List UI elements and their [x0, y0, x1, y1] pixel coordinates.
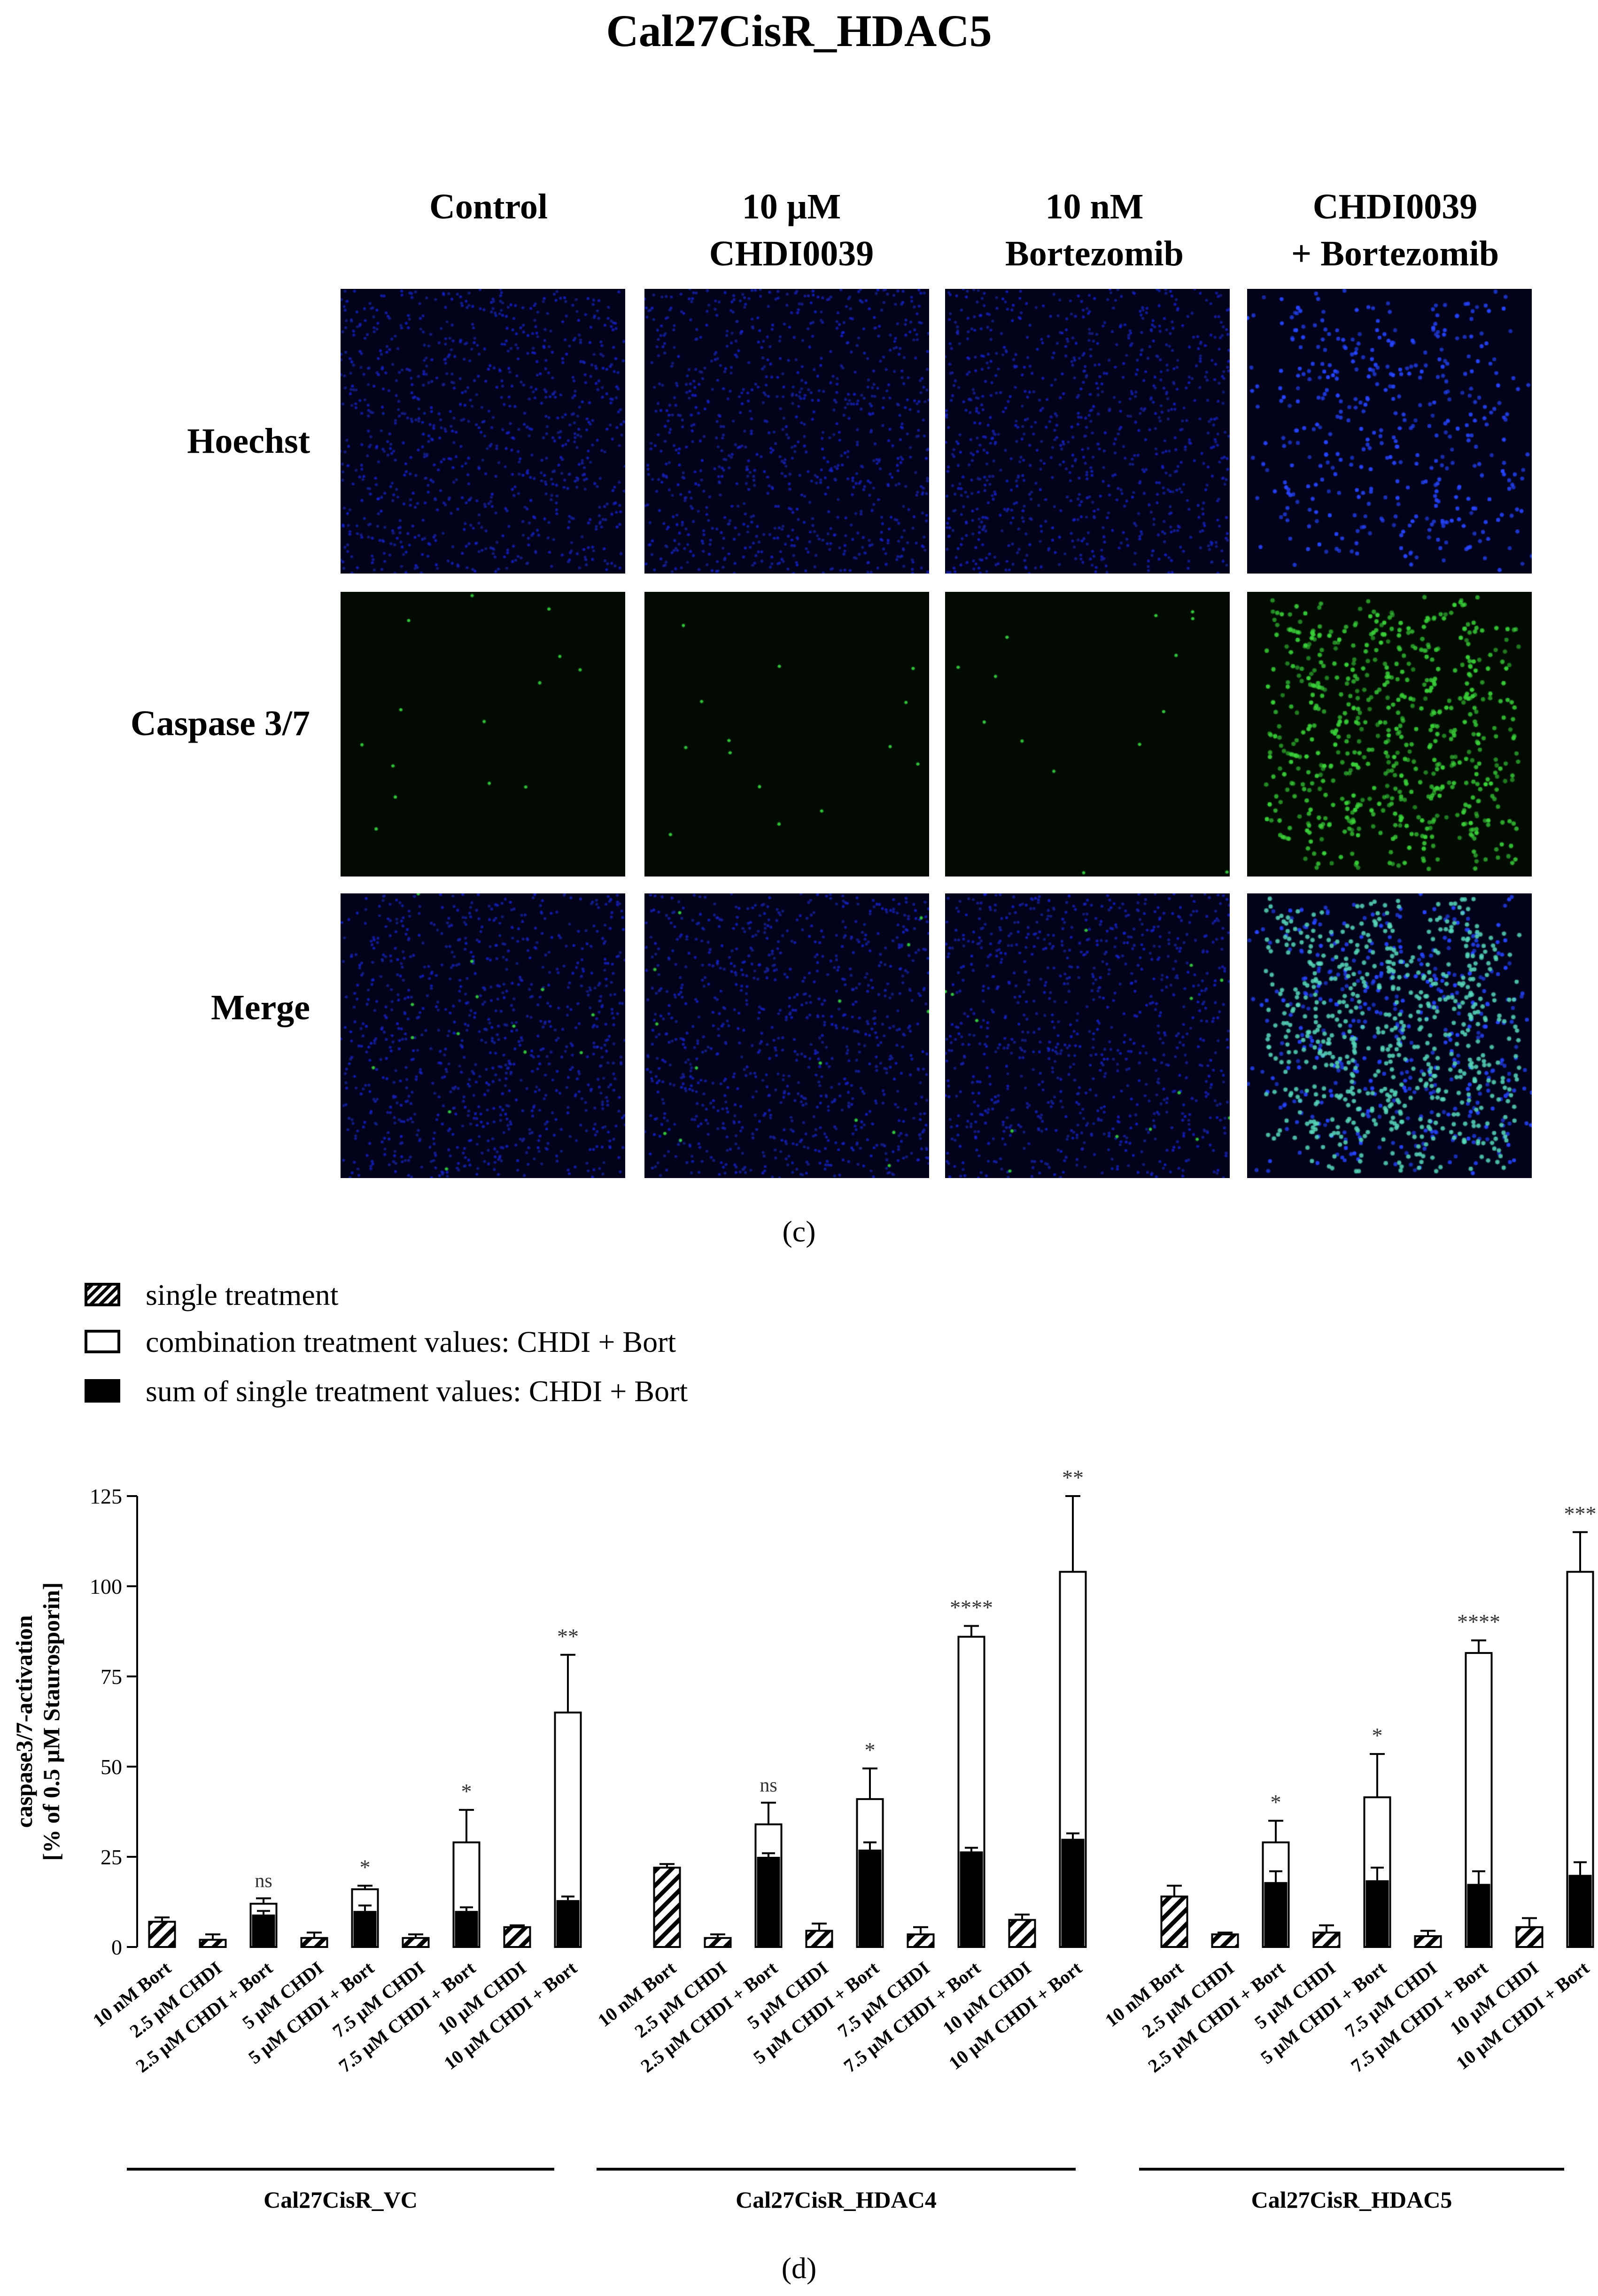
- bar-sum: [757, 1857, 780, 1947]
- y-axis-label: [% of 0.5 µM Staurosporin]: [38, 1582, 64, 1861]
- bar-single: [1160, 1895, 1188, 1948]
- bar-single: [805, 1930, 833, 1948]
- column-header-line: CHDI0039: [1312, 187, 1478, 226]
- significance-label: **: [1062, 1466, 1084, 1489]
- column-header-line: + Bortezomib: [1291, 234, 1499, 273]
- bar-single: [1211, 1933, 1239, 1948]
- micrograph-merge-3: [945, 893, 1230, 1178]
- significance-label: ns: [255, 1870, 272, 1892]
- micrograph-hoechst-4: [1247, 289, 1532, 574]
- significance-label: *: [1372, 1723, 1383, 1747]
- micrograph-merge-4: [1247, 893, 1532, 1178]
- column-header-line: Bortezomib: [1005, 234, 1184, 273]
- bar-sum: [1365, 1880, 1389, 1947]
- bar-single: [199, 1939, 227, 1948]
- legend-label-single: single treatment: [146, 1278, 339, 1311]
- legend-swatch-hatched: [85, 1283, 120, 1306]
- significance-label: *: [461, 1779, 472, 1803]
- column-header-line: CHDI0039: [709, 234, 874, 273]
- column-header-chdi: 10 µM CHDI0039: [641, 183, 942, 277]
- figure-title: Cal27CisR_HDAC5: [606, 6, 992, 56]
- legend-swatch-white: [85, 1330, 120, 1353]
- bar-sum: [252, 1914, 275, 1947]
- legend-label-combination: combination treatment values: CHDI + Bor…: [146, 1325, 676, 1358]
- panel-label-c: (c): [782, 1215, 816, 1248]
- micrograph-caspase-3: [945, 592, 1230, 877]
- bar-sum: [455, 1911, 478, 1947]
- bar-single: [1515, 1926, 1544, 1948]
- bar-single: [1008, 1919, 1036, 1948]
- bar-single: [1312, 1931, 1341, 1948]
- bar-single: [148, 1921, 176, 1948]
- y-tick-label: 75: [101, 1665, 122, 1689]
- column-header-combination: CHDI0039 + Bortezomib: [1245, 183, 1545, 277]
- bar-sum: [1467, 1884, 1490, 1947]
- row-header-hoechst: Hoechst: [187, 421, 310, 461]
- column-header-line: 10 nM: [1045, 187, 1144, 226]
- bar-sum: [1264, 1882, 1288, 1947]
- bar-single: [704, 1937, 732, 1948]
- y-tick-label: 25: [101, 1845, 122, 1869]
- significance-label: ***: [1564, 1502, 1597, 1526]
- bar-single: [1414, 1935, 1442, 1948]
- micrograph-hoechst-1: [341, 289, 625, 574]
- y-axis-label: caspase3/7-activation: [11, 1615, 37, 1828]
- micrograph-caspase-2: [644, 592, 929, 877]
- column-header-bortezomib: 10 nM Bortezomib: [944, 183, 1245, 277]
- panel-label-d: (d): [782, 2251, 817, 2285]
- legend-swatch-black: [85, 1379, 120, 1403]
- y-tick-label: 100: [90, 1575, 122, 1598]
- micrograph-caspase-4: [1247, 592, 1532, 877]
- bar-single: [907, 1933, 935, 1948]
- bar-sum: [960, 1851, 983, 1947]
- y-tick-label: 50: [101, 1755, 122, 1779]
- bar-single: [300, 1937, 328, 1948]
- micrograph-merge-1: [341, 893, 625, 1178]
- micrograph-caspase-1: [341, 592, 625, 877]
- micrograph-hoechst-3: [945, 289, 1230, 574]
- significance-label: ****: [950, 1595, 993, 1619]
- bar-sum: [1061, 1838, 1085, 1947]
- bar-single: [653, 1867, 681, 1948]
- row-header-caspase: Caspase 3/7: [130, 704, 310, 743]
- bar-sum: [1568, 1875, 1592, 1947]
- bar-sum: [353, 1911, 377, 1947]
- y-tick-label: 125: [90, 1484, 122, 1508]
- bar-single: [402, 1937, 430, 1948]
- row-header-merge: Merge: [211, 988, 310, 1027]
- group-label: Cal27CisR_HDAC5: [1251, 2187, 1452, 2213]
- micrograph-merge-2: [644, 893, 929, 1178]
- significance-label: *: [865, 1738, 876, 1762]
- bar-sum: [556, 1900, 580, 1947]
- group-label: Cal27CisR_HDAC4: [736, 2187, 937, 2213]
- significance-label: ns: [760, 1775, 777, 1796]
- column-header-control: Control: [341, 183, 636, 230]
- significance-label: **: [557, 1624, 579, 1648]
- bar-single: [503, 1926, 531, 1948]
- micrograph-hoechst-2: [644, 289, 929, 574]
- column-header-line: Control: [429, 187, 548, 226]
- bar-sum: [858, 1849, 882, 1947]
- legend-label-sum: sum of single treatment values: CHDI + B…: [146, 1374, 688, 1408]
- caspase-bar-chart: 0 25 50 75 100 125 caspase3/7-activation [% of …: [11, 1466, 1597, 2285]
- significance-label: *: [360, 1855, 371, 1879]
- significance-label: ****: [1457, 1610, 1500, 1634]
- significance-label: *: [1271, 1790, 1281, 1814]
- group-label: Cal27CisR_VC: [264, 2187, 418, 2213]
- column-header-line: 10 µM: [742, 187, 841, 226]
- y-tick-label: 0: [111, 1935, 122, 1959]
